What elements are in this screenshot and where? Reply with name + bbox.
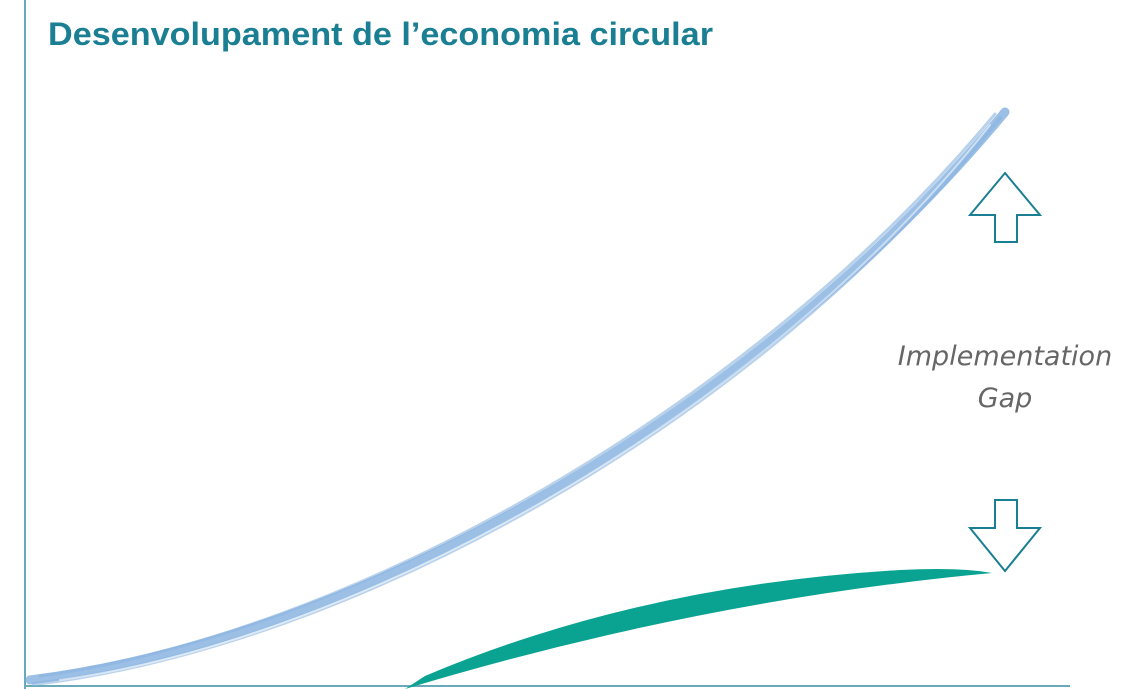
title: Desenvolupament de l’economia circular	[48, 16, 713, 52]
annotation-line: Gap	[978, 383, 1033, 414]
implementation-curve	[405, 569, 992, 689]
annotation-line: Implementation	[898, 341, 1112, 372]
ambition-curve	[25, 107, 1010, 686]
down-arrow	[967, 499, 1043, 573]
up-arrow	[967, 171, 1043, 243]
